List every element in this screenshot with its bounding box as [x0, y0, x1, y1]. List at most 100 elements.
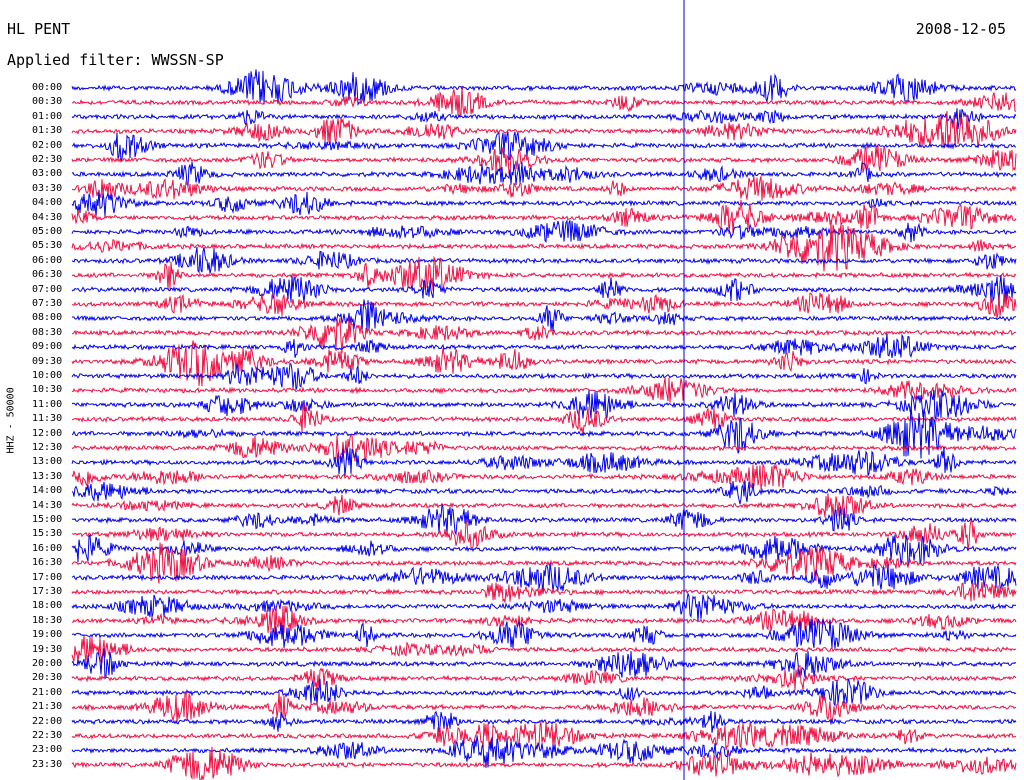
time-label: 22:00: [32, 715, 63, 727]
time-label: 02:30: [32, 154, 63, 165]
time-label: 20:00: [32, 658, 63, 669]
seismic-trace: [71, 581, 1017, 603]
time-label: 09:00: [32, 341, 63, 353]
seismic-trace: [71, 746, 1017, 780]
record-date: 2008-12-05: [915, 20, 1006, 38]
time-label: 20:30: [32, 672, 63, 684]
station-name: HL PENT: [7, 20, 71, 38]
seismic-trace: [71, 246, 1017, 274]
time-label: 14:30: [32, 499, 63, 511]
time-label: 06:00: [32, 254, 63, 266]
time-label: 00:30: [32, 96, 63, 108]
time-label: 12:00: [32, 427, 63, 439]
seismic-trace: [71, 218, 1017, 243]
time-label: 10:00: [32, 370, 63, 381]
seismic-trace: [71, 377, 1017, 403]
seismic-trace: [71, 333, 1017, 359]
seismic-trace: [71, 562, 1017, 593]
seismic-trace: [71, 131, 1017, 163]
time-label: 16:00: [32, 542, 63, 554]
seismic-trace: [71, 86, 1017, 117]
seismic-trace: [71, 447, 1017, 478]
time-label: 22:30: [32, 730, 63, 741]
time-axis-labels: 00:00 00:30 01:00 01:30 02:00 02:30 03:00 03:30…: [0, 0, 70, 780]
time-label: 08:00: [32, 312, 63, 324]
time-label: 16:30: [32, 557, 63, 569]
seismic-trace: [71, 406, 1017, 459]
seismic-trace: [71, 69, 1017, 106]
time-label: 04:30: [32, 211, 63, 223]
seismic-trace: [71, 635, 1017, 664]
time-label: 17:00: [32, 571, 63, 583]
seismic-trace: [71, 199, 1017, 234]
seismic-trace: [71, 710, 1017, 733]
time-label: 13:30: [32, 470, 63, 482]
time-label: 01:30: [32, 125, 63, 137]
time-label: 19:30: [32, 643, 63, 655]
time-label: 15:30: [32, 528, 63, 540]
seismic-trace: [71, 480, 1017, 505]
time-label: 01:00: [32, 110, 63, 122]
seismic-trace: [71, 648, 1017, 680]
time-label: 05:00: [32, 226, 63, 237]
time-label: 18:00: [32, 600, 63, 612]
seismic-trace: [71, 362, 1017, 390]
time-label: 07:00: [32, 283, 63, 295]
applied-filter: Applied filter: WWSSN-SP: [7, 51, 224, 69]
seismic-trace: [71, 403, 1017, 434]
seismic-trace: [71, 504, 1017, 536]
seismic-trace: [71, 433, 1017, 462]
time-label: 19:00: [32, 629, 63, 641]
time-label: 13:00: [32, 456, 63, 468]
seismic-trace: [71, 110, 1017, 150]
seismic-trace: [71, 618, 1017, 649]
time-label: 21:00: [32, 686, 63, 698]
seismic-trace: [71, 591, 1017, 623]
time-label: 18:30: [32, 614, 63, 626]
seismic-trace: [71, 299, 1016, 333]
seismic-trace: [71, 493, 1017, 521]
seismic-trace: [71, 463, 1017, 490]
time-label: 03:00: [32, 168, 63, 180]
seismic-trace: [71, 721, 1017, 751]
time-label: 04:00: [32, 197, 63, 209]
time-label: 12:30: [32, 442, 63, 453]
time-label: 21:30: [32, 701, 63, 713]
time-label: 02:00: [32, 139, 63, 151]
seismic-trace: [71, 390, 1017, 420]
seismic-trace: [71, 542, 1017, 584]
time-label: 08:30: [32, 326, 63, 338]
time-label: 03:30: [32, 182, 63, 194]
time-label: 23:30: [32, 758, 63, 770]
time-label: 14:00: [32, 485, 63, 497]
seismic-trace: [72, 605, 1017, 637]
time-label: 15:00: [32, 514, 63, 525]
seismic-trace: [71, 665, 1017, 691]
seismic-trace: [71, 189, 1017, 218]
seismic-trace: [71, 176, 1017, 201]
seismic-trace: [71, 108, 1017, 130]
time-label: 05:30: [32, 240, 63, 252]
seismic-trace: [71, 162, 1017, 187]
seismic-trace: [71, 735, 1017, 768]
seismic-trace: [71, 678, 1017, 707]
seismic-trace: [71, 533, 1017, 568]
seismic-trace: [71, 340, 1017, 387]
seismic-trace: [71, 317, 1017, 353]
seismic-trace: [71, 690, 1017, 724]
time-label: 09:30: [32, 355, 63, 367]
time-label: 10:30: [32, 384, 63, 396]
time-label: 00:00: [32, 82, 63, 93]
seismic-trace: [71, 144, 1017, 175]
time-label: 11:00: [32, 398, 63, 410]
seismic-trace: [71, 219, 1017, 272]
time-label: 23:00: [32, 744, 63, 756]
seismic-trace: [71, 274, 1017, 304]
time-label: 06:30: [32, 269, 63, 281]
time-label: 11:30: [32, 413, 63, 425]
time-label: 07:30: [32, 298, 63, 309]
seismic-trace: [71, 519, 1017, 550]
time-label: 17:30: [32, 586, 63, 597]
seismic-trace: [72, 292, 1017, 319]
